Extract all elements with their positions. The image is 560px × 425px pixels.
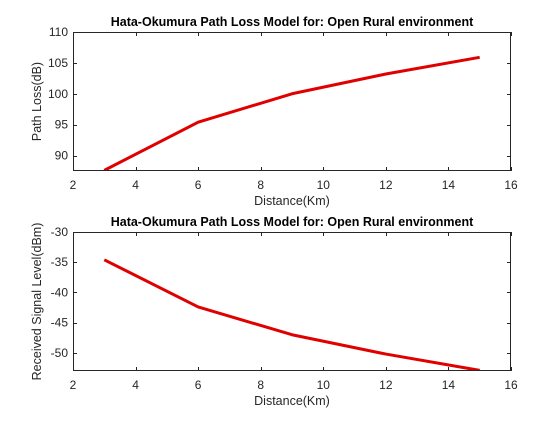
chart-title: Hata-Okumura Path Loss Model for: Open R… [111, 15, 474, 29]
y-tick-label: 90 [55, 149, 69, 163]
x-tick-label: 12 [379, 178, 393, 192]
plot-area [73, 32, 511, 171]
y-tick-label: -45 [51, 316, 69, 330]
y-tick-label: -35 [51, 255, 69, 269]
x-tick-label: 4 [132, 378, 139, 392]
x-tick-label: 16 [504, 378, 518, 392]
x-tick-label: 10 [317, 378, 331, 392]
x-tick-label: 12 [379, 378, 393, 392]
x-tick-label: 8 [257, 178, 264, 192]
x-axis-label: Distance(Km) [254, 194, 330, 208]
x-tick-label: 2 [70, 178, 77, 192]
x-tick-label: 16 [504, 178, 518, 192]
x-tick-label: 8 [257, 378, 264, 392]
y-tick-label: -30 [51, 225, 69, 239]
x-tick-label: 6 [195, 378, 202, 392]
x-tick-label: 14 [442, 378, 456, 392]
y-tick-label: -40 [51, 285, 69, 299]
plot-area [73, 232, 511, 371]
y-tick-label: 95 [55, 118, 69, 132]
x-tick-label: 2 [70, 378, 77, 392]
y-axis-label: Received Signal Level(dBm) [30, 223, 44, 381]
chart-1: 2 4 6 8 10 12 14 16 90 95 100 105 110 Hata-Okumura Pa… [30, 15, 518, 208]
y-axis-label: Path Loss(dB) [30, 62, 44, 141]
x-tick-label: 14 [442, 178, 456, 192]
y-tick-label: 100 [48, 87, 68, 101]
chart-2: 2 4 6 8 10 12 14 16 -50 -45 -40 -35 -30 Hata-Okumura … [30, 215, 518, 408]
y-tick-label: 105 [48, 56, 68, 70]
y-tick-label: 110 [49, 25, 68, 39]
x-tick-label: 10 [317, 178, 331, 192]
x-tick-label: 4 [132, 178, 139, 192]
chart-title: Hata-Okumura Path Loss Model for: Open R… [111, 215, 474, 229]
y-tick-label: -50 [51, 346, 69, 360]
x-tick-label: 6 [195, 178, 202, 192]
x-axis-label: Distance(Km) [254, 394, 330, 408]
